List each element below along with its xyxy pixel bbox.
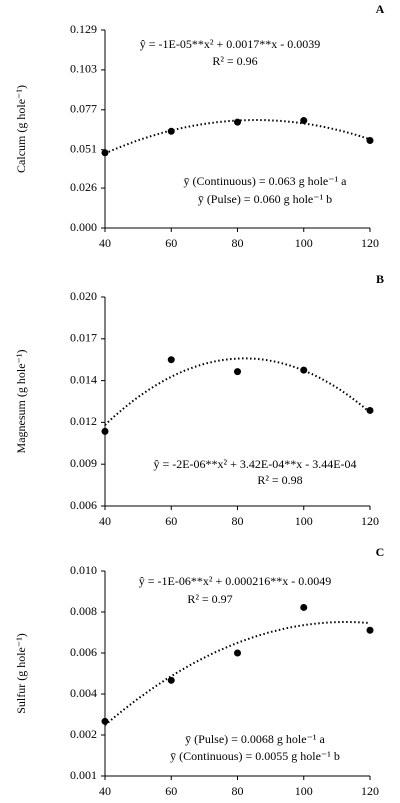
trend-line	[104, 357, 371, 426]
y-tick-label: 0.051	[70, 141, 97, 155]
x-tick-label: 120	[361, 784, 379, 798]
y-tick-label: 0.020	[70, 289, 97, 303]
annotation: ȳ (Continuous) = 0.0055 g hole⁻¹ b	[170, 749, 340, 763]
y-tick-label: 0.006	[70, 645, 97, 659]
y-tick-label: 0.014	[70, 372, 97, 386]
annotation: R² = 0.97	[187, 592, 232, 606]
x-tick-label: 60	[165, 514, 177, 528]
trend-line	[104, 621, 371, 726]
y-tick-label: 0.010	[70, 563, 97, 577]
y-tick-label: 0.004	[70, 686, 97, 700]
data-point	[167, 356, 175, 364]
data-point	[366, 137, 374, 145]
y-tick-label: 0.009	[70, 456, 97, 470]
data-point	[300, 366, 308, 374]
x-tick-label: 60	[165, 784, 177, 798]
panel-label: B	[376, 272, 384, 286]
annotation: ȳ (Pulse) = 0.0068 g hole⁻¹ a	[185, 732, 325, 746]
x-tick-label: 80	[232, 236, 244, 250]
y-tick-label: 0.103	[70, 62, 97, 76]
y-tick-label: 0.017	[70, 331, 97, 345]
annotation: ȳ (Pulse) = 0.060 g hole⁻¹ b	[198, 192, 332, 206]
x-tick-label: 120	[361, 514, 379, 528]
data-point	[300, 603, 308, 611]
data-point	[101, 427, 109, 435]
data-point	[366, 626, 374, 634]
data-point	[167, 127, 175, 135]
data-point	[234, 118, 241, 126]
panel-label: C	[376, 545, 385, 559]
x-tick-label: 100	[295, 236, 313, 250]
y-axis-label: Magnesum (g hole⁻¹)	[14, 350, 28, 454]
x-tick-label: 100	[295, 514, 313, 528]
data-point	[234, 368, 241, 376]
x-tick-label: 120	[361, 236, 379, 250]
data-point	[101, 717, 109, 725]
annotation: R² = 0.98	[257, 473, 302, 487]
x-tick-label: 40	[99, 236, 111, 250]
y-tick-label: 0.077	[70, 102, 97, 116]
annotation: R² = 0.96	[212, 54, 257, 68]
x-tick-label: 80	[232, 514, 244, 528]
y-tick-label: 0.026	[70, 180, 97, 194]
y-axis-label: Calcum (g hole⁻¹)	[14, 85, 28, 173]
x-tick-label: 40	[99, 784, 111, 798]
data-point	[366, 406, 374, 414]
y-tick-label: 0.012	[70, 414, 97, 428]
annotation: ŷ = -1E-06**x² + 0.000216**x - 0.0049	[139, 574, 331, 588]
annotation: ŷ = -2E-06**x² + 3.42E-04**x - 3.44E-04	[153, 457, 356, 471]
x-tick-label: 80	[232, 784, 244, 798]
y-axis-label: Sulfur (g hole⁻¹)	[14, 633, 28, 714]
y-tick-label: 0.002	[70, 727, 97, 741]
x-tick-label: 40	[99, 514, 111, 528]
annotation: ŷ = -1E-05**x² + 0.0017**x - 0.0039	[140, 37, 320, 51]
data-point	[101, 149, 109, 157]
data-point	[234, 649, 241, 657]
annotation: ȳ (Continuous) = 0.063 g hole⁻¹ a	[183, 174, 347, 188]
y-tick-label: 0.129	[70, 22, 97, 36]
y-tick-label: 0.001	[70, 768, 97, 782]
x-tick-label: 60	[165, 236, 177, 250]
y-tick-label: 0.008	[70, 604, 97, 618]
y-tick-label: 0.006	[70, 498, 97, 512]
data-point	[300, 117, 308, 125]
data-point	[167, 676, 175, 684]
x-tick-label: 100	[295, 784, 313, 798]
panel-label: A	[376, 2, 385, 16]
y-tick-label: 0.000	[70, 220, 97, 234]
